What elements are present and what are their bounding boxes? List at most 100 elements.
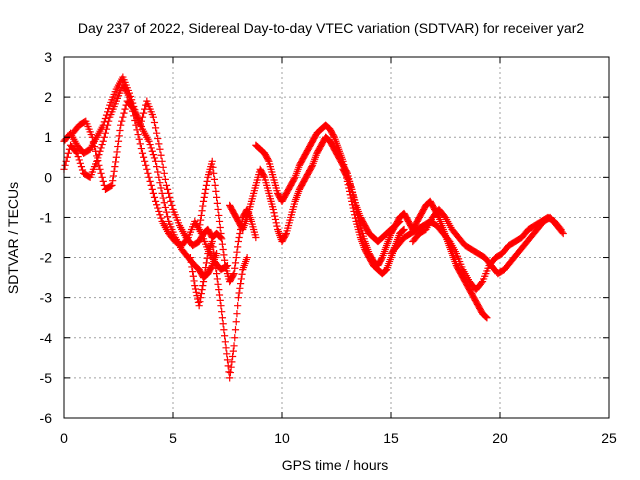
data-point (147, 108, 155, 116)
data-point (120, 76, 128, 84)
data-point (481, 272, 489, 280)
data-point (202, 263, 210, 272)
data-point (110, 90, 118, 99)
data-point (186, 228, 195, 236)
data-point (359, 229, 367, 238)
data-point (482, 313, 490, 321)
axis-ticks: 0 5 10 15 20 25 -6 -5 -4 -3 -2 -1 0 1 2 3 (40, 49, 617, 446)
x-axis-label: GPS time / hours (282, 457, 389, 473)
data-point (234, 302, 242, 310)
data-point (205, 168, 213, 176)
data-point (268, 203, 277, 211)
data-point (205, 171, 213, 179)
data-point (271, 179, 279, 187)
data-point (77, 163, 86, 171)
data-point (105, 104, 113, 113)
data-point (149, 151, 157, 159)
data-point (82, 117, 90, 125)
data-point (88, 168, 96, 176)
data-point (215, 286, 223, 294)
data-point (243, 253, 251, 262)
data-point (190, 277, 198, 285)
data-point (213, 249, 221, 258)
data-point (201, 189, 209, 197)
data-point (350, 193, 358, 201)
data-point (208, 237, 216, 246)
y-tick-label: -5 (40, 370, 53, 386)
data-point (134, 116, 142, 124)
data-point (226, 374, 234, 382)
data-point (244, 211, 252, 219)
data-point (272, 219, 280, 227)
data-point (246, 203, 254, 211)
data-point (478, 278, 487, 286)
data-point (215, 291, 224, 299)
data-point (124, 86, 132, 95)
data-point (282, 231, 290, 239)
x-tick-label: 10 (274, 430, 290, 446)
data-point (210, 248, 218, 256)
data-point (165, 217, 173, 226)
y-tick-label: 3 (44, 49, 52, 65)
data-point (252, 181, 260, 189)
data-point (245, 205, 253, 214)
x-tick-label: 0 (60, 430, 68, 446)
data-point (234, 243, 242, 251)
data-point (135, 135, 143, 143)
data-point (155, 207, 163, 216)
data-point (153, 163, 161, 171)
data-point (231, 259, 240, 267)
y-tick-label: -3 (40, 290, 53, 306)
data-point (217, 229, 225, 238)
data-point (90, 142, 99, 151)
data-point (286, 216, 294, 224)
data-point (234, 237, 242, 246)
series-track-e (195, 157, 260, 286)
data-point (89, 138, 98, 146)
data-point (203, 177, 211, 185)
data-point (107, 98, 115, 107)
data-point (266, 160, 274, 168)
data-point (243, 213, 251, 222)
data-point (162, 208, 171, 216)
data-point (101, 114, 110, 123)
data-point (170, 231, 178, 239)
y-tick-label: -1 (40, 209, 53, 225)
data-point (220, 251, 228, 259)
data-point (210, 175, 219, 183)
data-point (107, 182, 115, 190)
data-point (63, 153, 71, 161)
data-point (271, 212, 279, 220)
data-point (252, 179, 261, 187)
data-point (250, 187, 258, 195)
data-point (119, 113, 127, 121)
data-point (115, 89, 124, 97)
data-point (220, 326, 228, 334)
data-point (220, 332, 229, 340)
data-point (267, 165, 275, 173)
data-point (213, 275, 221, 283)
data-point (352, 217, 360, 226)
data-point (340, 161, 348, 169)
data-point (351, 214, 359, 222)
data-point (174, 219, 183, 227)
data-point (94, 157, 102, 165)
data-point (75, 156, 83, 164)
data-point (222, 264, 230, 272)
data-point (199, 282, 207, 290)
series-track-j (409, 205, 567, 278)
data-point (162, 181, 171, 189)
data-points (60, 73, 567, 382)
data-point (123, 84, 131, 92)
data-point (348, 197, 356, 205)
data-point (232, 318, 240, 326)
x-tick-label: 15 (383, 430, 399, 446)
data-point (199, 278, 208, 286)
data-point (230, 270, 238, 278)
data-point (209, 243, 217, 251)
data-point (218, 308, 226, 316)
data-point (112, 97, 120, 105)
data-point (273, 222, 281, 230)
data-point (452, 249, 460, 258)
